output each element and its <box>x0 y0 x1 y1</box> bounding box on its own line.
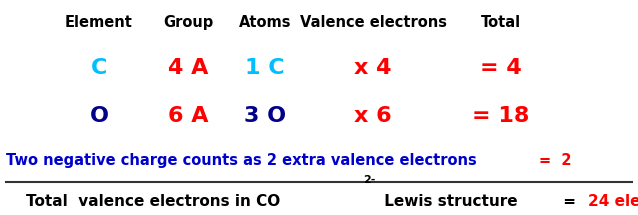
Text: Total  valence electrons in CO: Total valence electrons in CO <box>26 194 280 209</box>
Text: Valence electrons: Valence electrons <box>300 15 447 30</box>
Text: Total: Total <box>481 15 521 30</box>
Text: x 6: x 6 <box>355 106 392 126</box>
Text: Two negative charge counts as 2 extra valence electrons: Two negative charge counts as 2 extra va… <box>6 153 477 168</box>
Text: C: C <box>91 58 107 78</box>
Text: Atoms: Atoms <box>239 15 291 30</box>
Text: O: O <box>89 106 108 126</box>
Text: Element: Element <box>65 15 133 30</box>
Text: = 18: = 18 <box>472 106 530 126</box>
Text: = 4: = 4 <box>480 58 522 78</box>
Text: 2-: 2- <box>364 175 376 184</box>
Text: =  2: = 2 <box>539 153 572 168</box>
Text: x 4: x 4 <box>355 58 392 78</box>
Text: 3 O: 3 O <box>244 106 286 126</box>
Text: 1 C: 1 C <box>245 58 285 78</box>
Text: 24 electrons: 24 electrons <box>588 194 638 209</box>
Text: =: = <box>558 194 581 209</box>
Text: Lewis structure: Lewis structure <box>380 194 518 209</box>
Text: 6 A: 6 A <box>168 106 209 126</box>
Text: Group: Group <box>163 15 213 30</box>
Text: 4 A: 4 A <box>168 58 209 78</box>
